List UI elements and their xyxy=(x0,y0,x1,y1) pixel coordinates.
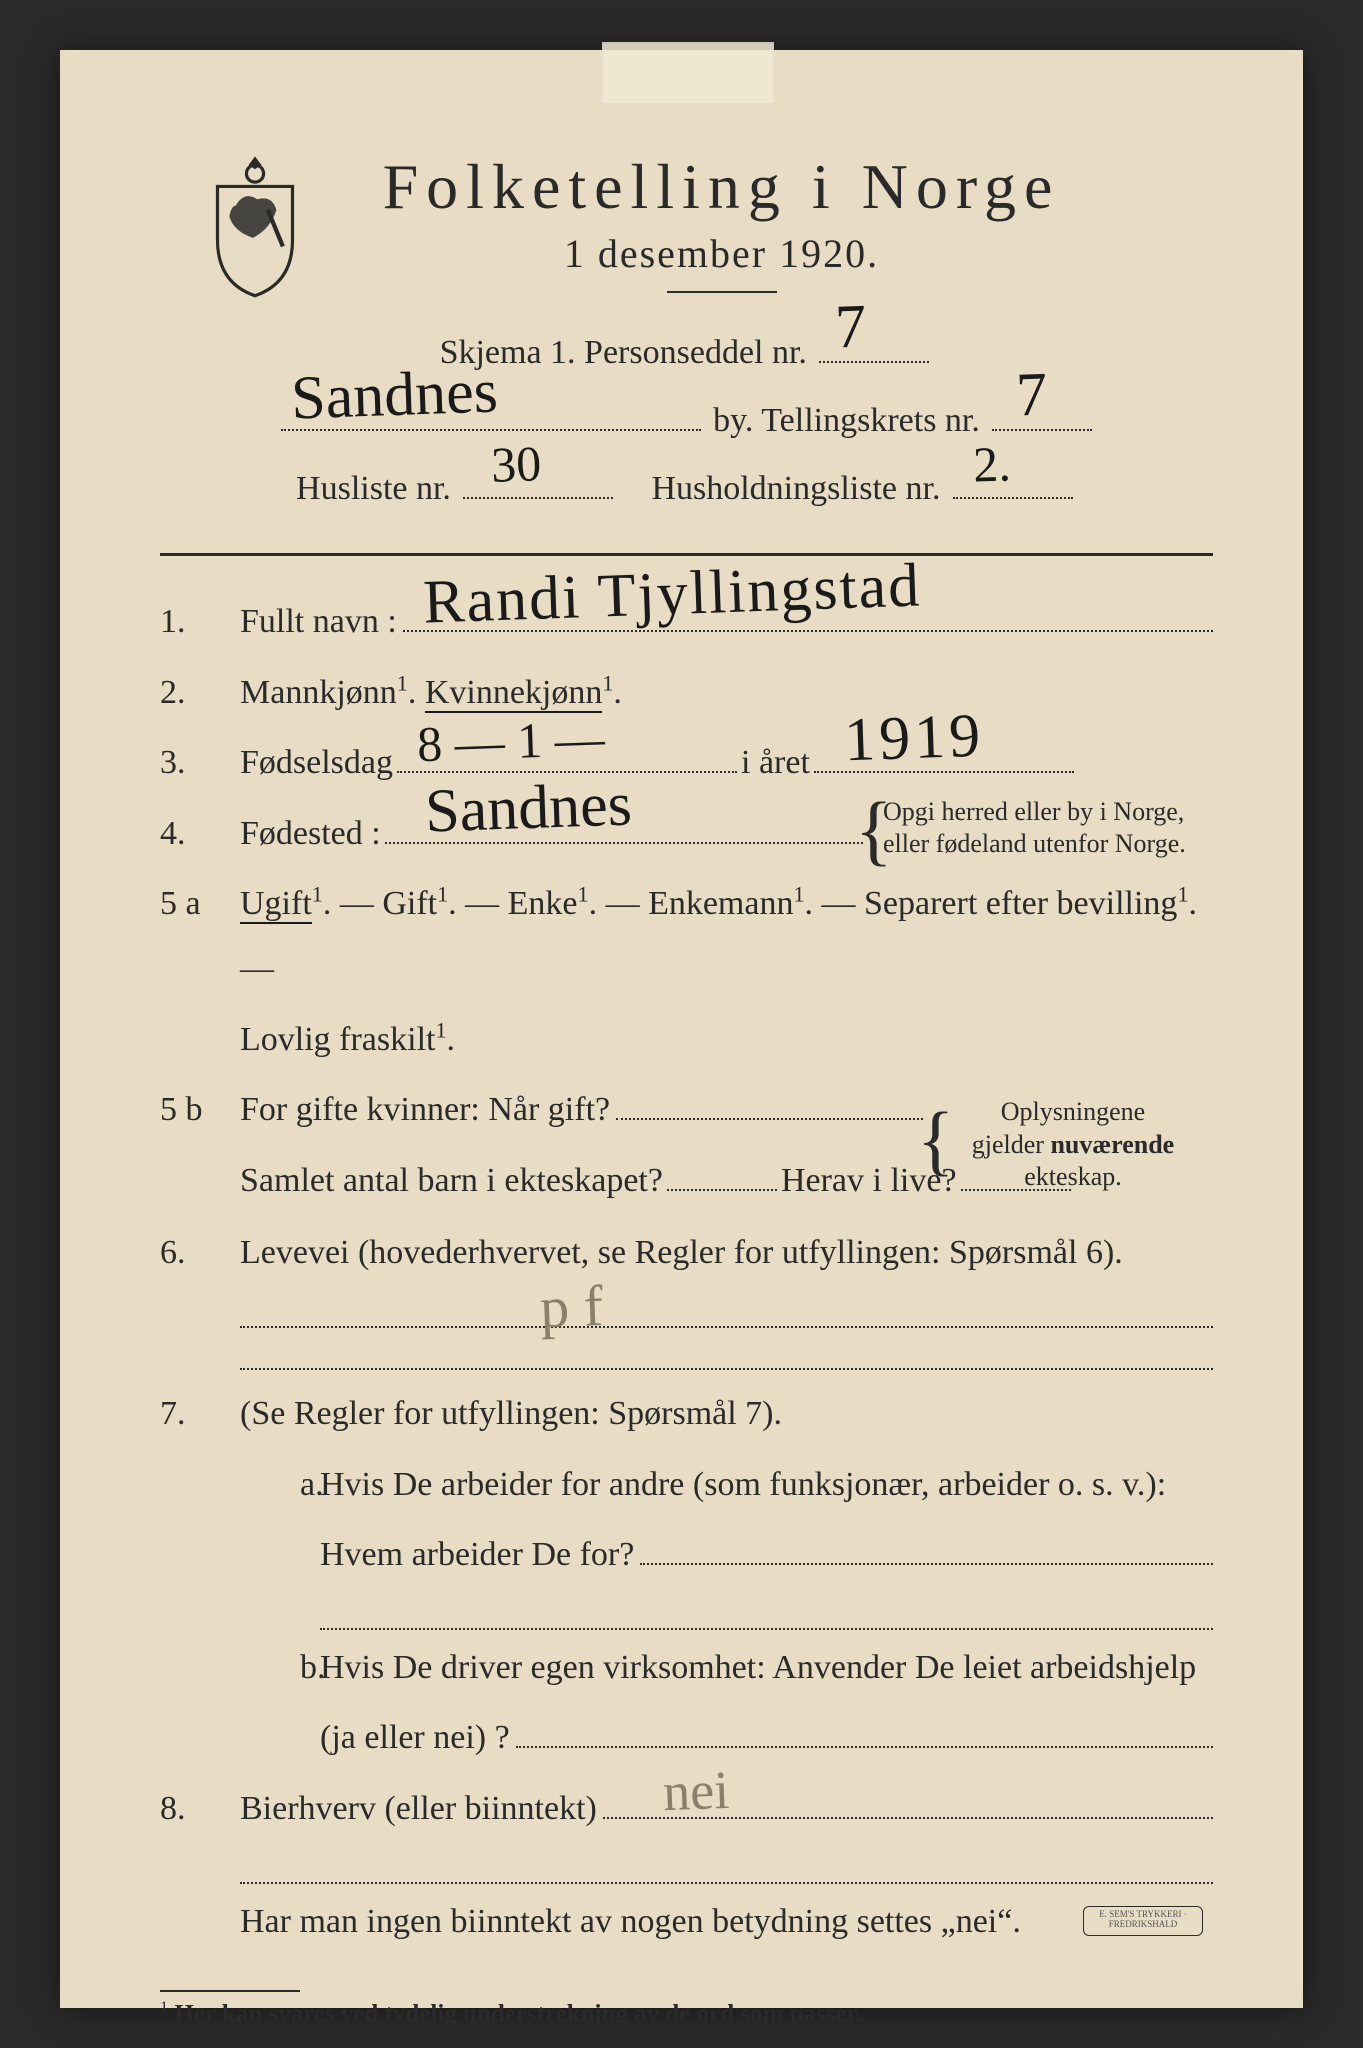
q4-side-note: { Opgi herred eller by i Norge, eller fø… xyxy=(883,796,1213,861)
q6-row: 6. Levevei (hovederhvervet, se Regler fo… xyxy=(160,1221,1213,1286)
q5a-row2: Lovlig fraskilt1. xyxy=(160,1008,1213,1073)
personseddel-nr-value: 7 xyxy=(835,309,867,347)
q5b-row2: Samlet antal barn i ekteskapet? Herav i … xyxy=(160,1149,1213,1214)
q5b-l1: For gifte kvinner: Når gift? xyxy=(240,1078,610,1143)
form-title: Folketelling i Norge xyxy=(350,150,1093,224)
meta-block: Skjema 1. Personseddel nr. 7 Sandnes by.… xyxy=(160,319,1213,523)
q5a-separert: Separert efter bevilling xyxy=(864,885,1177,922)
q8-label: Bierhverv (eller biinntekt) xyxy=(240,1777,597,1842)
title-divider xyxy=(667,291,777,293)
q7-row: 7. (Se Regler for utfyllingen: Spørsmål … xyxy=(160,1382,1213,1447)
printer-mark: E. SEM'S TRYKKERI · FREDRIKSHALD xyxy=(1083,1906,1203,1936)
q5a-row: 5 a Ugift1. — Gift1. — Enke1. — Enkemann… xyxy=(160,872,1213,1001)
norway-coat-of-arms-icon xyxy=(200,150,310,300)
adhesive-tape xyxy=(602,42,774,104)
q8-num: 8. xyxy=(160,1777,240,1842)
q8-hint-row: Har man ingen biinntekt av nogen betydni… xyxy=(160,1890,1213,1955)
q7a-row2: Hvem arbeider De for? xyxy=(160,1523,1213,1588)
q8-row: 8. Bierhverv (eller biinntekt) nei xyxy=(160,1777,1213,1842)
q7a-l1: Hvis De arbeider for andre (som funksjon… xyxy=(320,1466,1166,1503)
q2-mann: Mannkjønn xyxy=(240,674,397,711)
q7a-line xyxy=(160,1594,1213,1630)
form-body: 1. Fullt navn : Randi Tjyllingstad 2. Ma… xyxy=(160,590,1213,1954)
q5a-num: 5 a xyxy=(160,872,240,937)
q7a-row1: a. Hvis De arbeider for andre (som funks… xyxy=(160,1453,1213,1518)
form-header: Folketelling i Norge 1 desember 1920. xyxy=(200,140,1213,319)
q1-value: Randi Tjyllingstad xyxy=(422,567,921,622)
by-value: Sandnes xyxy=(290,374,498,418)
scan-background: Folketelling i Norge 1 desember 1920. Sk… xyxy=(0,0,1363,2048)
brace-icon: { xyxy=(855,810,892,849)
q3-label: Fødselsdag xyxy=(240,731,393,796)
q8-hint: Har man ingen biinntekt av nogen betydni… xyxy=(240,1903,1021,1940)
q5a-enkemann: Enkemann xyxy=(648,885,793,922)
q3-day-value: 8 — 1 — xyxy=(417,722,605,759)
q1-label: Fullt navn : xyxy=(240,590,397,655)
q5b-l2a: Samlet antal barn i ekteskapet? xyxy=(240,1149,663,1214)
q7b-row1: b. Hvis De driver egen virksomhet: Anven… xyxy=(160,1636,1213,1701)
by-label: by. Tellingskrets nr. xyxy=(713,402,980,439)
q5a-gift: Gift xyxy=(382,885,437,922)
tellingskrets-nr-value: 7 xyxy=(1016,377,1048,415)
q6-line1: p f xyxy=(160,1292,1213,1328)
q5b-row1: 5 b For gifte kvinner: Når gift? { Oplys… xyxy=(160,1078,1213,1143)
footnote: 1 Her kan svares ved tydelig understrekn… xyxy=(160,1998,1213,2028)
q5a-fraskilt: Lovlig fraskilt xyxy=(240,1021,435,1058)
q7a-l2: Hvem arbeider De for? xyxy=(320,1523,634,1588)
q4-value: Sandnes xyxy=(424,786,632,830)
q7a-num: a. xyxy=(240,1453,320,1518)
q3-num: 3. xyxy=(160,731,240,796)
q6-value: p f xyxy=(540,1289,604,1326)
q5a-enke: Enke xyxy=(508,885,578,922)
q7b-num: b. xyxy=(240,1636,320,1701)
q4-label: Fødested : xyxy=(240,802,381,867)
footnote-rule xyxy=(160,1990,300,1992)
footnote-text: Her kan svares ved tydelig understreknin… xyxy=(174,2000,861,2027)
q5b-num: 5 b xyxy=(160,1078,240,1143)
q7b-l1: Hvis De driver egen virksomhet: Anvender… xyxy=(320,1649,1196,1686)
q2-kvinne: Kvinnekjønn xyxy=(425,674,603,713)
form-date: 1 desember 1920. xyxy=(350,230,1093,277)
q8-value: nei xyxy=(662,1774,729,1809)
q6-line2 xyxy=(160,1334,1213,1370)
q7b-l2: (ja eller nei) ? xyxy=(320,1706,510,1771)
q2-row: 2. Mannkjønn1. Kvinnekjønn1. xyxy=(160,661,1213,726)
census-form-paper: Folketelling i Norge 1 desember 1920. Sk… xyxy=(60,50,1303,2008)
q4-num: 4. xyxy=(160,802,240,867)
q5b-l2b: Herav i live? xyxy=(781,1149,957,1214)
q3-row: 3. Fødselsdag 8 — 1 — i året 1919 xyxy=(160,731,1213,796)
q6-label: Levevei (hovederhvervet, se Regler for u… xyxy=(240,1234,1123,1271)
q3-year-value: 1919 xyxy=(843,717,984,759)
q8-line xyxy=(160,1848,1213,1884)
q3-mid: i året xyxy=(741,731,810,796)
husliste-label: Husliste nr. xyxy=(296,470,451,507)
q4-row: 4. Fødested : Sandnes { Opgi herred elle… xyxy=(160,802,1213,867)
q6-num: 6. xyxy=(160,1221,240,1286)
section-divider xyxy=(160,553,1213,556)
q1-row: 1. Fullt navn : Randi Tjyllingstad xyxy=(160,590,1213,655)
q7-num: 7. xyxy=(160,1382,240,1447)
husliste-nr-value: 30 xyxy=(491,448,542,480)
title-block: Folketelling i Norge 1 desember 1920. xyxy=(350,140,1093,319)
q5a-ugift: Ugift xyxy=(240,885,312,924)
q2-num: 2. xyxy=(160,661,240,726)
husholdning-nr-value: 2. xyxy=(973,449,1012,480)
husholdning-label: Husholdningsliste nr. xyxy=(651,470,940,507)
q7-label: (Se Regler for utfyllingen: Spørsmål 7). xyxy=(240,1395,782,1432)
q1-num: 1. xyxy=(160,590,240,655)
